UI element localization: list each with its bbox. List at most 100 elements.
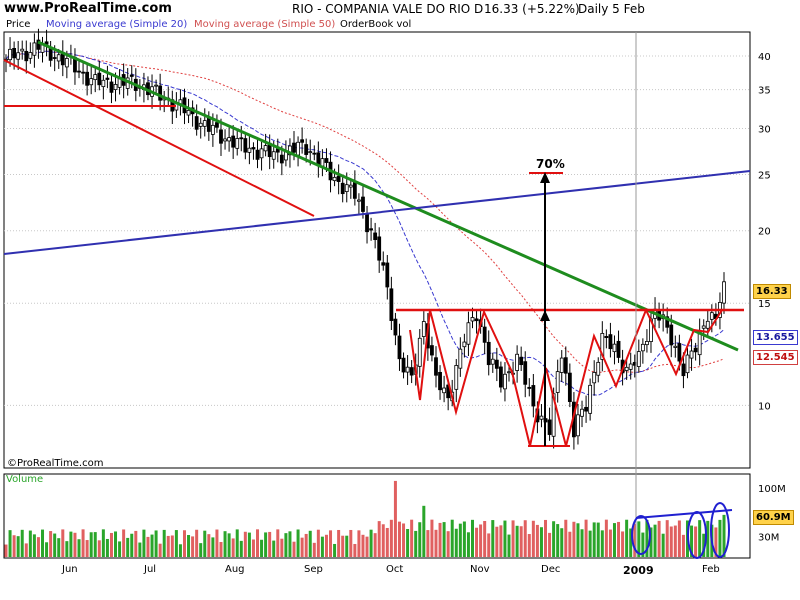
volume-bars bbox=[4, 480, 726, 557]
y-axis-labels: 10 15 20 25 30 35 40 30M 100M bbox=[758, 52, 786, 543]
candle-body bbox=[466, 322, 471, 345]
candle-body bbox=[247, 147, 252, 153]
candle-body bbox=[206, 117, 211, 132]
ma20-layer bbox=[5, 50, 725, 396]
volume-bar bbox=[491, 520, 495, 557]
candle-body bbox=[308, 151, 313, 154]
candle-body bbox=[81, 71, 85, 74]
volume-bar bbox=[349, 529, 353, 557]
volume-bar bbox=[369, 529, 373, 557]
ma50-value-tag: 12.545 bbox=[753, 350, 798, 365]
volume-bar bbox=[24, 543, 28, 557]
candle-body bbox=[709, 312, 714, 320]
candle-body bbox=[56, 54, 61, 62]
volume-bar bbox=[470, 519, 474, 557]
volume-bar bbox=[641, 532, 645, 557]
volume-bar bbox=[377, 521, 381, 557]
candle-body bbox=[251, 147, 256, 150]
candle-body bbox=[288, 145, 292, 156]
candle-body bbox=[636, 351, 641, 367]
volume-bar bbox=[657, 520, 661, 557]
volume-bar bbox=[544, 519, 548, 557]
candle-body bbox=[77, 70, 81, 73]
volume-bar bbox=[77, 539, 81, 557]
candle-body bbox=[486, 341, 491, 366]
candle-body bbox=[470, 317, 475, 322]
volume-bar bbox=[308, 530, 312, 557]
candle-body bbox=[584, 406, 588, 412]
legend-orderbook: OrderBook vol bbox=[340, 19, 412, 30]
volume-bar bbox=[300, 537, 304, 557]
volume-bar bbox=[625, 519, 629, 557]
y-tick-label: 10 bbox=[758, 401, 771, 412]
candle-body bbox=[210, 124, 215, 135]
volume-bar bbox=[101, 529, 105, 557]
candle-body bbox=[669, 324, 674, 346]
candle-body bbox=[215, 122, 219, 128]
volume-bar bbox=[178, 544, 182, 557]
volume-bar bbox=[268, 531, 272, 557]
candle-body bbox=[352, 182, 357, 199]
candle-body bbox=[616, 340, 621, 358]
volume-bar bbox=[134, 530, 138, 557]
green-downtrend-line bbox=[37, 40, 739, 352]
volume-bar bbox=[466, 532, 470, 557]
y-tick-label: 30 bbox=[758, 125, 771, 136]
candle-body bbox=[490, 358, 495, 365]
volume-bar bbox=[523, 520, 527, 557]
copyright: ©ProRealTime.com bbox=[7, 458, 104, 469]
candle-body bbox=[113, 84, 118, 91]
candle-body bbox=[389, 288, 394, 321]
volume-bar bbox=[397, 521, 401, 557]
candle-body bbox=[628, 363, 633, 370]
volume-bar bbox=[251, 539, 255, 557]
candle-body bbox=[373, 232, 378, 241]
volume-bar bbox=[665, 520, 669, 557]
candle-body bbox=[527, 386, 532, 389]
volume-bar bbox=[479, 524, 483, 557]
volume-bar bbox=[503, 520, 507, 557]
candle-body bbox=[434, 357, 438, 376]
candle-body bbox=[417, 337, 422, 367]
trendlines bbox=[3, 32, 751, 559]
candle-body bbox=[231, 135, 236, 148]
volume-bar bbox=[552, 521, 556, 557]
site-title[interactable]: www.ProRealTime.com bbox=[4, 1, 172, 16]
volume-bar bbox=[438, 522, 442, 557]
candle-body bbox=[604, 336, 609, 339]
candle-body bbox=[645, 341, 649, 346]
volume-bar bbox=[357, 530, 361, 557]
volume-bar bbox=[109, 532, 113, 557]
volume-bar bbox=[81, 529, 85, 557]
candle-body bbox=[255, 149, 260, 160]
volume-bar bbox=[450, 519, 454, 557]
volume-bar bbox=[519, 526, 523, 557]
candle-body bbox=[304, 144, 309, 155]
grid bbox=[4, 55, 750, 406]
volume-bar bbox=[166, 535, 170, 557]
volume-tick-label: 30M bbox=[758, 532, 779, 543]
volume-bar bbox=[698, 520, 702, 557]
volume-bar bbox=[154, 530, 158, 557]
volume-bar bbox=[681, 534, 685, 557]
volume-bar bbox=[706, 520, 710, 557]
volume-value-tag: 60.9M bbox=[753, 510, 794, 525]
volume-highlight-3 bbox=[710, 502, 730, 558]
volume-bar bbox=[418, 522, 422, 557]
volume-bar bbox=[89, 532, 93, 557]
candle-body bbox=[705, 320, 710, 329]
volume-bar bbox=[568, 531, 572, 557]
ma20-value-tag: 13.655 bbox=[753, 330, 798, 345]
volume-bar bbox=[393, 480, 397, 557]
candle-body bbox=[588, 384, 593, 414]
candle-body bbox=[462, 341, 467, 348]
volume-highlight-1 bbox=[631, 515, 651, 555]
candle-body bbox=[357, 199, 361, 202]
candle-body bbox=[592, 372, 597, 384]
y-tick-label: 35 bbox=[758, 86, 771, 97]
candle-body bbox=[296, 141, 300, 156]
y-tick-label: 25 bbox=[758, 170, 771, 181]
candle-body bbox=[523, 361, 528, 385]
candle-body bbox=[202, 120, 207, 127]
candle-body bbox=[324, 158, 329, 163]
